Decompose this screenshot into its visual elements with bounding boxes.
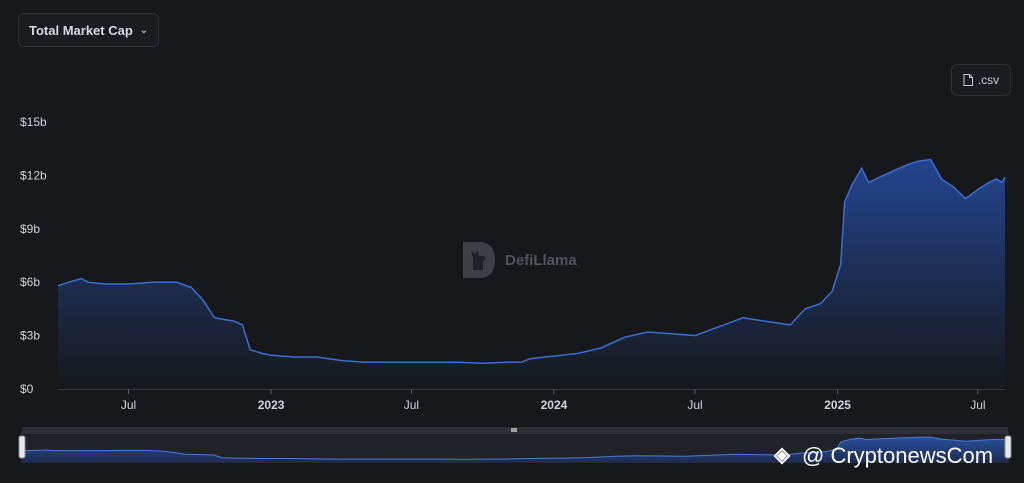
range-selector[interactable] — [18, 427, 1012, 463]
range-handle-right[interactable] — [1004, 435, 1012, 459]
binance-square-icon — [773, 447, 791, 465]
file-icon — [963, 74, 973, 86]
chevron-down-icon: ⌄ — [139, 24, 148, 36]
download-csv-button[interactable]: .csv — [951, 64, 1011, 96]
y-tick-label: $12b — [20, 168, 47, 182]
y-tick-label: $15b — [20, 115, 47, 129]
brand-text: @ CryptonewsCom — [802, 443, 994, 468]
range-selector-line — [21, 436, 1009, 460]
x-tick-label: Jul — [970, 398, 985, 412]
csv-label: .csv — [977, 73, 1000, 87]
y-tick-label: $3b — [20, 329, 40, 343]
cryptonews-brand: @ CryptonewsCom — [768, 442, 993, 470]
series-area — [58, 159, 1005, 389]
llama-logo-icon — [463, 242, 495, 278]
metric-selector-label: Total Market Cap — [29, 22, 133, 38]
x-tick-label: Jul — [404, 398, 419, 412]
defillama-watermark: DefiLlama — [461, 240, 577, 280]
x-tick-label: 2023 — [258, 398, 285, 412]
y-tick-label: $9b — [20, 222, 40, 236]
y-axis: $0 $3b $6b $9b $12b $15b — [20, 115, 47, 396]
x-tick-label: Jul — [687, 398, 702, 412]
y-tick-label: $6b — [20, 275, 40, 289]
range-handle-left[interactable] — [18, 435, 26, 459]
x-tick-label: 2025 — [824, 398, 851, 412]
range-selector-area — [22, 437, 1008, 462]
range-drag-grip-icon[interactable] — [511, 428, 517, 432]
series-line — [57, 158, 1006, 364]
x-axis: Jul 2023 Jul 2024 Jul 2025 Jul — [58, 388, 1005, 412]
x-tick-label: 2024 — [541, 398, 568, 412]
watermark-text: DefiLlama — [505, 251, 577, 269]
metric-selector-dropdown[interactable]: Total Market Cap ⌄ — [18, 13, 159, 47]
y-tick-label: $0 — [20, 382, 34, 396]
x-tick-label: Jul — [121, 398, 136, 412]
